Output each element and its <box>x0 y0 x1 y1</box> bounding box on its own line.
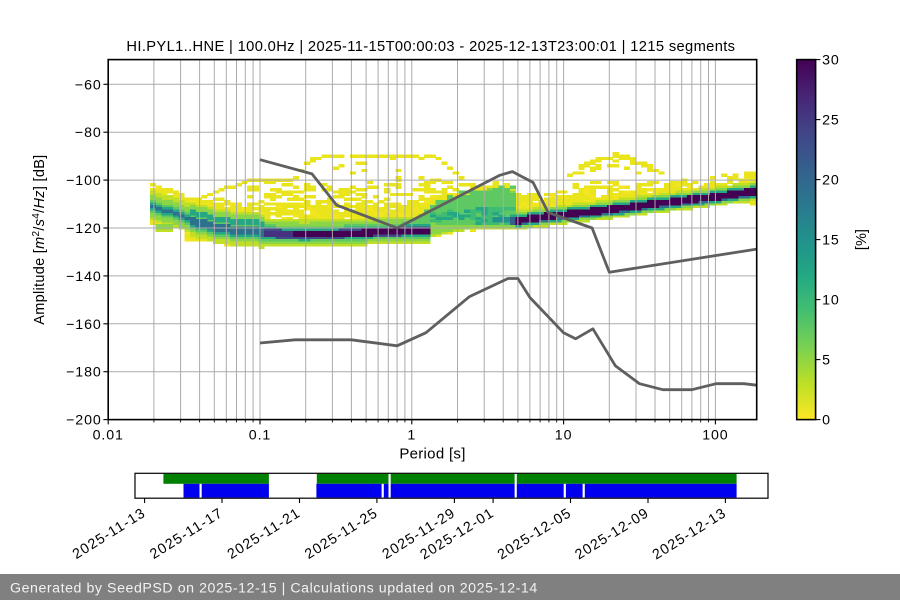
svg-text:0.1: 0.1 <box>249 427 271 443</box>
svg-text:5: 5 <box>822 352 831 368</box>
svg-text:−100: −100 <box>66 173 102 189</box>
svg-text:20: 20 <box>822 172 840 188</box>
svg-text:0: 0 <box>822 412 831 428</box>
svg-text:−160: −160 <box>66 317 102 333</box>
svg-text:15: 15 <box>822 232 840 248</box>
svg-text:−80: −80 <box>75 125 102 141</box>
svg-text:0.01: 0.01 <box>93 427 124 443</box>
svg-text:−140: −140 <box>66 269 102 285</box>
svg-text:25: 25 <box>822 112 840 128</box>
svg-text:−180: −180 <box>66 365 102 381</box>
svg-text:Period [s]: Period [s] <box>399 445 465 462</box>
svg-text:−200: −200 <box>66 413 102 429</box>
svg-text:[%]: [%] <box>854 229 870 250</box>
svg-text:−120: −120 <box>66 221 102 237</box>
svg-text:Generated by SeedPSD on 2025-1: Generated by SeedPSD on 2025-12-15 | Cal… <box>10 581 538 597</box>
svg-text:30: 30 <box>822 52 840 68</box>
svg-text:10: 10 <box>555 427 573 443</box>
svg-text:10: 10 <box>822 292 840 308</box>
svg-text:Amplitude [m2/s4/Hz] [dB]: Amplitude [m2/s4/Hz] [dB] <box>31 154 48 324</box>
svg-text:100: 100 <box>702 427 728 443</box>
svg-text:HI.PYL1..HNE | 100.0Hz | 2025-: HI.PYL1..HNE | 100.0Hz | 2025-11-15T00:0… <box>126 39 735 55</box>
svg-text:−60: −60 <box>75 77 102 93</box>
svg-text:1: 1 <box>407 427 416 443</box>
